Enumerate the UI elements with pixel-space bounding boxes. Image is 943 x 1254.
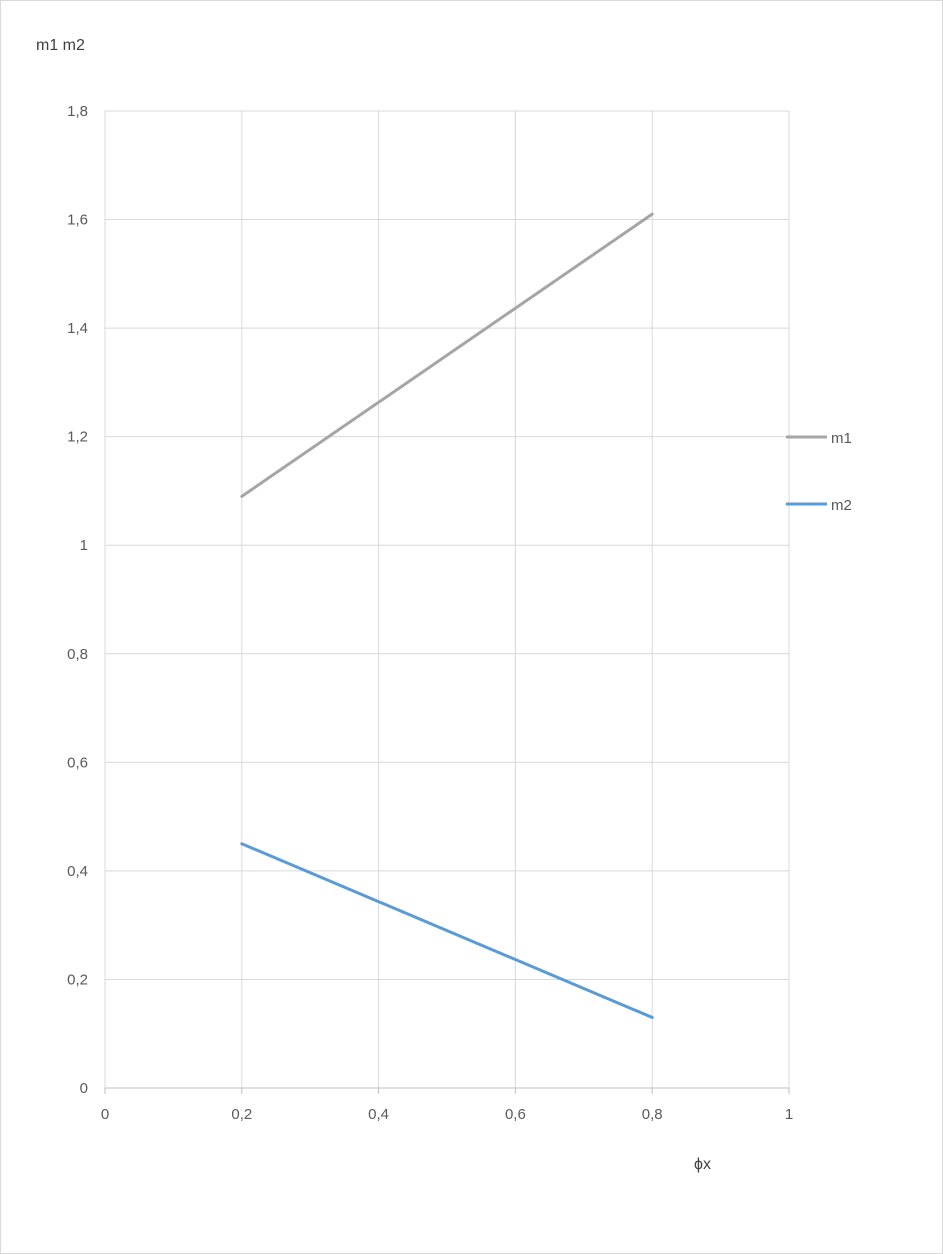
x-tick-label: 1: [785, 1106, 793, 1123]
axes: 0 0,2 0,4 0,6 0,8 1 1,2 1,4 1,6 1,8 0 0,2 0,4 0,6 0,8 1: [67, 103, 793, 1123]
legend: m1 m2: [786, 430, 852, 514]
y-axis-label: m1 m2: [36, 37, 85, 54]
x-tick-label: 0,8: [642, 1106, 663, 1123]
series-line-m1: [240, 212, 654, 498]
x-tick-label: 0,4: [368, 1106, 389, 1123]
y-tick-label: 1,2: [67, 429, 88, 446]
y-tick-label: 1,8: [67, 103, 88, 120]
y-tick-label: 0,4: [67, 863, 88, 880]
x-tick-label: 0,2: [231, 1106, 252, 1123]
y-tick-label: 0,6: [67, 754, 88, 771]
x-tick-label: 0,6: [505, 1106, 526, 1123]
y-tick-label: 0: [80, 1080, 88, 1097]
series-group: [240, 212, 654, 1019]
grid: [105, 110, 790, 1088]
y-tick-label: 1,6: [67, 212, 88, 229]
x-axis-label: ϕx: [694, 1156, 711, 1173]
series-line-m2: [240, 842, 654, 1019]
legend-label-m2: m2: [831, 497, 852, 514]
y-tick-label: 1: [80, 537, 88, 554]
x-tick-label: 0: [101, 1106, 109, 1123]
legend-label-m1: m1: [831, 430, 852, 447]
y-tick-label: 0,2: [67, 971, 88, 988]
y-tick-label: 0,8: [67, 646, 88, 663]
y-tick-label: 1,4: [67, 320, 88, 337]
